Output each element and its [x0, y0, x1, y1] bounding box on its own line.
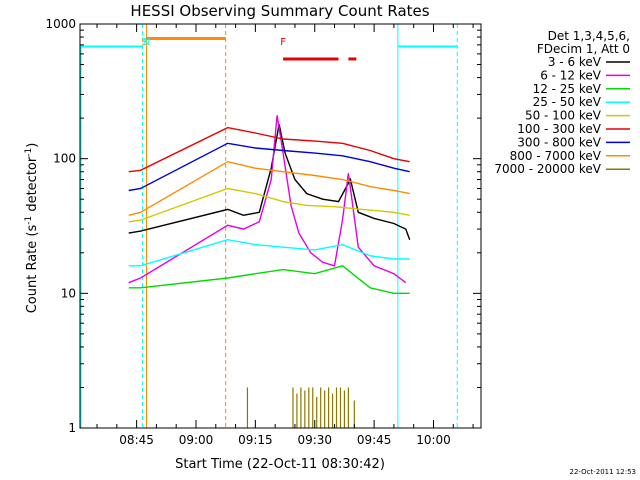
x-tick-label: 08:45	[119, 433, 154, 447]
legend-entry-label: 300 - 800 keV	[517, 135, 601, 149]
marker-f: F	[280, 37, 286, 48]
legend-entry-label: 100 - 300 keV	[517, 122, 601, 136]
marker-n: N	[143, 37, 150, 48]
y-tick-label: 10	[61, 286, 76, 300]
plot-area: SN F	[80, 24, 458, 428]
x-tick-label: 09:00	[179, 433, 214, 447]
chart-title: HESSI Observing Summary Count Rates	[130, 2, 429, 20]
y-axis-label-close: )	[25, 143, 40, 148]
y-tick-label: 100	[53, 152, 76, 166]
series-25-50-kev-line	[128, 238, 410, 267]
legend-header-2: FDecim 1, Att 0	[537, 42, 630, 56]
series-50-100-kev-line	[128, 187, 410, 223]
legend-entry-label: 12 - 25 keV	[533, 82, 602, 96]
y-axis-label-sup1: -1	[24, 216, 34, 225]
legend-entry-label: 7000 - 20000 keV	[494, 162, 601, 176]
y-axis-label-sup2: -1	[24, 148, 34, 157]
marker-s: S	[141, 37, 147, 48]
y-axis-label-main: Count Rate (s	[25, 225, 40, 314]
series-100-300-kev-line	[128, 126, 410, 173]
x-tick-label: 09:15	[238, 433, 273, 447]
x-tick-label: 09:45	[357, 433, 392, 447]
legend: Det 1,3,4,5,6, FDecim 1, Att 0 3 - 6 keV…	[494, 29, 630, 176]
legend-entry-label: 25 - 50 keV	[533, 95, 602, 109]
y-tick-label: 1	[68, 421, 76, 435]
legend-entry-label: 3 - 6 keV	[548, 55, 602, 69]
series-12-25-kev-line	[128, 265, 410, 294]
legend-entry-label: 50 - 100 keV	[525, 109, 602, 123]
generation-timestamp: 22-Oct-2011 12:53	[570, 468, 636, 476]
series-800-7000-kev-line	[128, 160, 410, 216]
x-tick-label: 09:30	[297, 433, 332, 447]
y-axis-label: Count Rate (s-1 detector-1)	[24, 143, 40, 314]
x-tick-label: 10:00	[416, 433, 451, 447]
legend-header-1: Det 1,3,4,5,6,	[548, 29, 630, 43]
series-6-12-kev-line	[128, 115, 407, 284]
series-300-800-kev-line	[128, 142, 410, 192]
x-axis-label: Start Time (22-Oct-11 08:30:42)	[175, 457, 385, 472]
y-axis-label-detector: detector	[25, 156, 40, 216]
legend-entry-label: 800 - 7000 keV	[510, 149, 602, 163]
plot-frame	[79, 23, 482, 429]
legend-entry-label: 6 - 12 keV	[540, 68, 602, 82]
axes: 1 10 100 1000 08:45 09:00 09:15 09:30 09:45 10:00	[45, 17, 482, 447]
series-3-6-kev-line	[128, 124, 411, 240]
y-tick-label: 1000	[45, 17, 76, 31]
